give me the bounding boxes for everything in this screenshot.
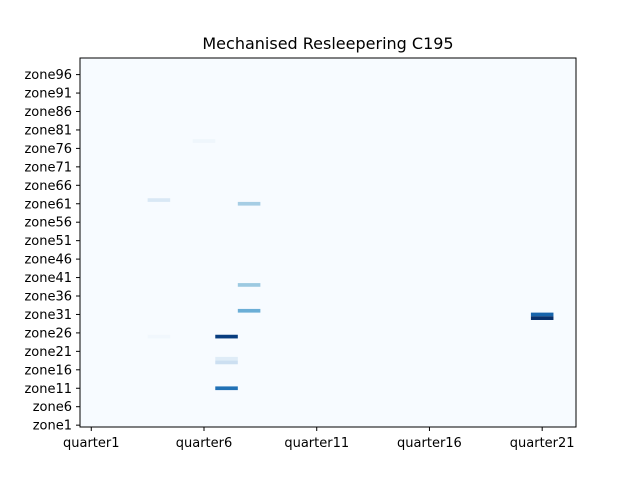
- y-tick-label: zone81: [24, 123, 72, 138]
- heatmap-cell: [215, 356, 238, 361]
- heatmap-cell: [147, 198, 171, 202]
- y-tick-label: zone91: [24, 87, 72, 102]
- heatmap-cell: [215, 386, 238, 391]
- heatmap-cell: [237, 283, 261, 287]
- y-tick-label: zone46: [24, 253, 72, 268]
- x-tick-label: quarter1: [63, 436, 120, 451]
- heatmap-cell: [530, 316, 554, 320]
- y-axis: zone1 zone6 zone11 zone16 zone21 zone26 zone31…: [24, 68, 80, 434]
- x-tick-label: quarter11: [284, 436, 349, 451]
- heatmap-cell: [530, 312, 554, 317]
- y-tick-label: zone61: [24, 197, 72, 212]
- y-tick-label: zone86: [24, 105, 72, 120]
- y-tick-label: zone26: [24, 326, 72, 341]
- y-tick-label: zone1: [33, 419, 72, 434]
- y-tick-label: zone41: [24, 271, 72, 286]
- plot-frame: [79, 57, 577, 428]
- y-tick-label: zone31: [24, 308, 72, 323]
- heatmap-cell: [192, 139, 216, 143]
- heatmap-cell: [147, 334, 171, 339]
- y-tick-label: zone16: [24, 363, 72, 378]
- heatmap-cells: [147, 139, 554, 391]
- x-tick-label: quarter16: [397, 436, 462, 451]
- heatmap-cell: [215, 334, 238, 339]
- heatmap-cell: [237, 201, 261, 206]
- y-tick-label: zone6: [33, 400, 72, 415]
- y-tick-label: zone36: [24, 290, 72, 305]
- plot-area: [80, 58, 576, 427]
- y-tick-label: zone11: [24, 382, 72, 397]
- y-tick-label: zone51: [24, 234, 72, 249]
- y-tick-label: zone96: [24, 68, 72, 83]
- y-tick-label: zone71: [24, 160, 72, 175]
- x-tick-label: quarter21: [510, 436, 575, 451]
- heatmap-cell: [215, 360, 238, 365]
- y-tick-label: zone66: [24, 179, 72, 194]
- y-tick-label: zone21: [24, 345, 72, 360]
- x-axis: quarter1 quarter6 quarter11 quarter16 quarte…: [63, 427, 575, 451]
- y-tick-label: zone56: [24, 216, 72, 231]
- x-tick-label: quarter6: [176, 436, 233, 451]
- heatmap-cell: [237, 308, 261, 313]
- y-tick-label: zone76: [24, 142, 72, 157]
- chart-title: Mechanised Resleepering C195: [202, 34, 453, 53]
